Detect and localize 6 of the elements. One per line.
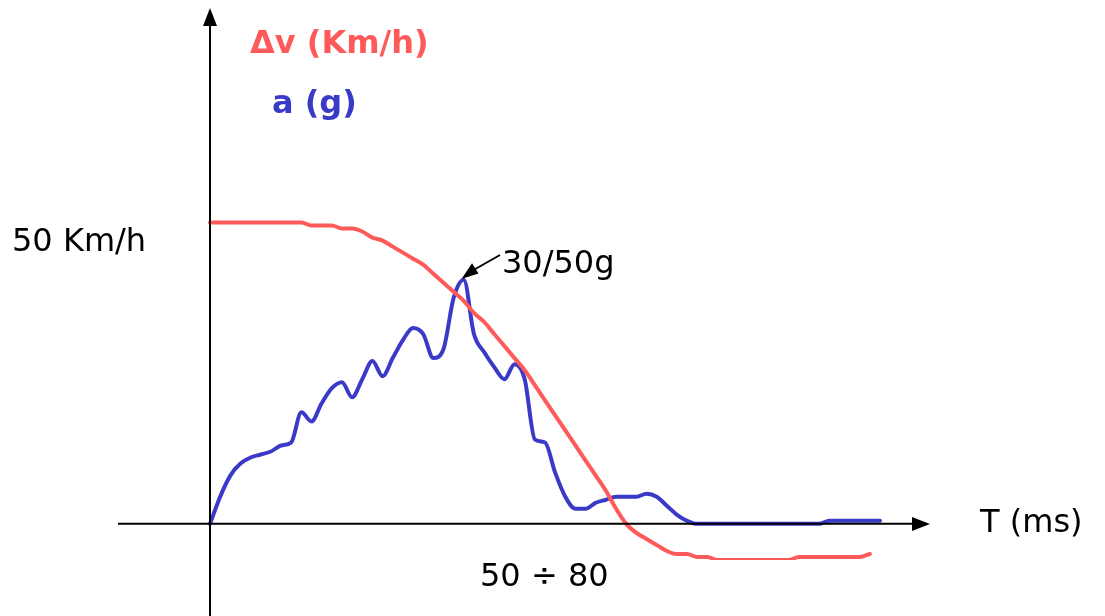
text: a (g)	[272, 83, 357, 122]
text: 50 Km/h	[12, 221, 147, 260]
x-axis-title: T (ms)	[979, 502, 1083, 541]
annotation: 30/50g	[502, 243, 615, 282]
text: Δv (Km/h)	[250, 23, 429, 62]
annotation: 50 ÷ 80	[480, 556, 609, 595]
